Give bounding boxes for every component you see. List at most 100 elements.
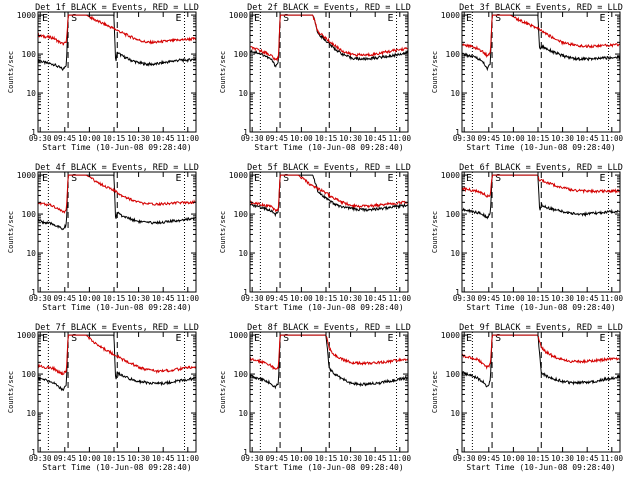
marker-label: E (42, 13, 48, 24)
plot-frame (461, 171, 621, 293)
x-axis-label: Start Time (10-Jun-08 09:28:40) (466, 463, 615, 472)
series-line-events (37, 334, 197, 392)
y-axis-label: Counts/sec (219, 51, 227, 93)
plot-frame (249, 11, 409, 133)
x-tick-label: 10:15 (103, 134, 126, 143)
x-tick-label: 10:45 (576, 134, 599, 143)
y-tick-label: 10 (450, 409, 460, 418)
x-tick-label: 09:30 (241, 134, 264, 143)
x-tick-label: 09:45 (477, 454, 500, 463)
marker-label: E (466, 13, 472, 24)
y-tick-label: 1 (455, 288, 460, 297)
x-tick-label: 11:00 (601, 294, 624, 303)
chart-title: Det 5f BLACK = Events, RED = LLD (247, 163, 411, 173)
y-tick-label: 10 (238, 249, 248, 258)
y-tick-label: 100 (22, 210, 37, 219)
y-tick-label: 100 (22, 50, 37, 59)
marker-label: E (388, 333, 394, 344)
x-tick-label: 10:30 (551, 134, 574, 143)
series-line-events (37, 14, 196, 72)
x-tick-label: 10:30 (551, 294, 574, 303)
x-tick-label: 09:30 (29, 134, 52, 143)
x-tick-label: 11:00 (389, 454, 412, 463)
marker-label: S (495, 333, 501, 344)
x-tick-label: 11:00 (601, 454, 624, 463)
series-line-lld (249, 334, 409, 371)
x-tick-label: 10:00 (78, 454, 101, 463)
x-tick-label: 10:00 (290, 454, 313, 463)
y-tick-label: 1000 (441, 331, 460, 340)
plot-frame (37, 331, 197, 453)
x-tick-label: 09:30 (29, 294, 52, 303)
y-tick-label: 1 (243, 128, 248, 137)
x-tick-label: 10:15 (315, 134, 338, 143)
chart-title: Det 7f BLACK = Events, RED = LLD (35, 323, 199, 333)
plot-frame (461, 11, 621, 133)
x-tick-label: 10:30 (339, 294, 362, 303)
y-tick-label: 10 (450, 89, 460, 98)
marker-label: E (176, 333, 182, 344)
x-tick-label: 09:45 (53, 294, 76, 303)
marker-label: S (71, 13, 77, 24)
x-tick-label: 09:45 (477, 294, 500, 303)
y-tick-label: 10 (26, 89, 36, 98)
y-tick-label: 10 (26, 409, 36, 418)
y-tick-label: 1000 (441, 11, 460, 20)
plot-frame (249, 171, 409, 293)
x-tick-label: 10:15 (527, 454, 550, 463)
y-tick-label: 1000 (229, 171, 248, 180)
marker-label: S (71, 173, 77, 184)
x-tick-label: 09:30 (29, 454, 52, 463)
series-line-lld (461, 14, 621, 59)
x-axis-label: Start Time (10-Jun-08 09:28:40) (254, 463, 403, 472)
x-tick-label: 10:00 (502, 294, 525, 303)
y-tick-label: 1 (243, 288, 248, 297)
x-tick-label: 10:45 (152, 294, 175, 303)
y-tick-label: 1000 (17, 331, 36, 340)
y-tick-label: 1000 (229, 11, 248, 20)
y-tick-label: 1 (455, 448, 460, 457)
chart-title: Det 9f BLACK = Events, RED = LLD (459, 323, 623, 333)
y-tick-label: 100 (234, 370, 249, 379)
x-tick-label: 09:30 (241, 294, 264, 303)
x-tick-label: 10:45 (152, 134, 175, 143)
x-axis-label: Start Time (10-Jun-08 09:28:40) (42, 303, 191, 312)
x-tick-label: 10:45 (576, 454, 599, 463)
marker-label: E (600, 173, 606, 184)
marker-label: E (176, 173, 182, 184)
marker-label: S (71, 333, 77, 344)
chart-title: Det 2f BLACK = Events, RED = LLD (247, 3, 411, 13)
y-tick-label: 1000 (17, 11, 36, 20)
y-axis-label: Counts/sec (431, 371, 439, 413)
y-tick-label: 1 (243, 448, 248, 457)
x-tick-label: 11:00 (601, 134, 624, 143)
y-tick-label: 1 (455, 128, 460, 137)
x-tick-label: 09:45 (53, 454, 76, 463)
x-tick-label: 10:30 (127, 134, 150, 143)
y-tick-label: 100 (446, 370, 461, 379)
x-tick-label: 09:30 (453, 134, 476, 143)
x-tick-label: 10:30 (339, 134, 362, 143)
y-tick-label: 1 (31, 448, 36, 457)
x-tick-label: 09:45 (477, 134, 500, 143)
marker-label: E (254, 13, 260, 24)
marker-label: E (388, 173, 394, 184)
x-tick-label: 10:00 (502, 134, 525, 143)
marker-label: E (600, 333, 606, 344)
marker-label: E (42, 333, 48, 344)
x-tick-label: 09:45 (265, 134, 288, 143)
marker-label: E (254, 173, 260, 184)
x-axis-label: Start Time (10-Jun-08 09:28:40) (254, 143, 403, 152)
x-tick-label: 11:00 (177, 134, 200, 143)
x-tick-label: 10:00 (78, 134, 101, 143)
x-tick-label: 10:30 (127, 454, 150, 463)
y-axis-label: Counts/sec (7, 211, 15, 253)
y-tick-label: 100 (22, 370, 37, 379)
plot-frame (37, 11, 197, 133)
x-tick-label: 09:30 (241, 454, 264, 463)
